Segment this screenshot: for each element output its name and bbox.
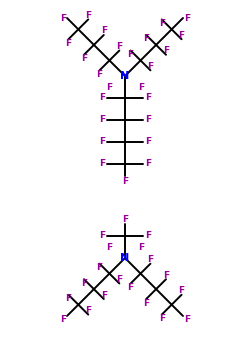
Text: F: F <box>143 35 149 43</box>
Text: F: F <box>99 231 105 240</box>
Text: F: F <box>163 46 169 55</box>
Text: F: F <box>159 19 165 28</box>
Text: F: F <box>101 27 107 35</box>
Text: F: F <box>138 243 144 252</box>
Text: F: F <box>145 138 151 147</box>
Text: F: F <box>106 83 112 91</box>
Text: F: F <box>128 283 134 292</box>
Text: F: F <box>99 138 105 147</box>
Text: F: F <box>184 315 190 324</box>
Text: F: F <box>99 93 105 103</box>
Text: F: F <box>96 263 102 272</box>
Text: F: F <box>148 255 154 264</box>
Text: F: F <box>178 286 185 295</box>
Text: F: F <box>99 160 105 168</box>
Text: F: F <box>184 14 190 22</box>
Text: F: F <box>60 315 66 324</box>
Text: F: F <box>96 70 102 79</box>
Text: F: F <box>163 271 169 280</box>
Text: F: F <box>178 31 185 40</box>
Text: F: F <box>143 299 149 308</box>
Text: N: N <box>120 253 130 263</box>
Text: F: F <box>81 279 87 288</box>
Text: N: N <box>120 71 130 81</box>
Text: F: F <box>148 62 154 71</box>
Text: F: F <box>145 116 151 125</box>
Text: F: F <box>145 231 151 240</box>
Text: F: F <box>128 50 134 59</box>
Text: F: F <box>65 39 71 48</box>
Text: F: F <box>99 116 105 125</box>
Text: F: F <box>60 14 66 22</box>
Text: F: F <box>106 243 112 252</box>
Text: F: F <box>122 215 128 224</box>
Text: F: F <box>145 160 151 168</box>
Text: F: F <box>145 93 151 103</box>
Text: F: F <box>116 275 122 284</box>
Text: F: F <box>81 54 87 63</box>
Text: F: F <box>85 11 91 20</box>
Text: F: F <box>116 42 122 51</box>
Text: F: F <box>138 83 144 91</box>
Text: F: F <box>122 176 128 186</box>
Text: F: F <box>101 290 107 300</box>
Text: F: F <box>65 294 71 303</box>
Text: F: F <box>85 306 91 315</box>
Text: F: F <box>159 314 165 323</box>
